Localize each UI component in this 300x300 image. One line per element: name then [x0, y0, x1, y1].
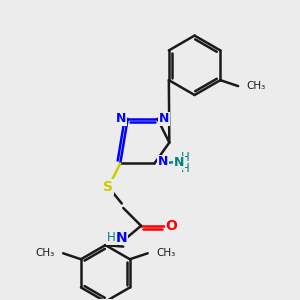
- Text: N: N: [116, 231, 128, 245]
- Text: CH₃: CH₃: [157, 248, 176, 258]
- Text: N: N: [159, 112, 169, 125]
- Text: H: H: [181, 151, 189, 164]
- Text: H: H: [181, 162, 189, 175]
- Text: S: S: [103, 180, 113, 194]
- Text: H: H: [106, 231, 115, 244]
- Text: N: N: [174, 156, 184, 169]
- Text: N: N: [116, 112, 126, 125]
- Text: CH₃: CH₃: [35, 248, 54, 258]
- Text: N: N: [158, 155, 168, 168]
- Text: O: O: [166, 219, 177, 233]
- Text: CH₃: CH₃: [247, 81, 266, 91]
